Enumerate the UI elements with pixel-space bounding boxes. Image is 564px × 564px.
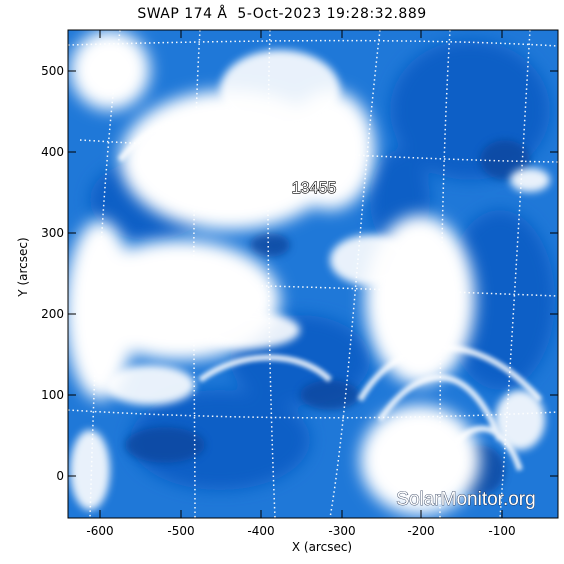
y-tick-label: 0 (56, 469, 64, 483)
x-tick-label: -200 (407, 524, 434, 538)
solar-image (68, 30, 558, 518)
plot-frame (67, 29, 559, 519)
x-axis-label: X (arcsec) (291, 540, 353, 554)
x-tick-label: -400 (247, 524, 274, 538)
y-tick-label: 200 (41, 307, 64, 321)
y-axis-ticks (68, 70, 558, 477)
x-axis-ticks (99, 30, 503, 518)
x-tick-label: -600 (86, 524, 113, 538)
y-axis-label: Y (arcsec) (16, 237, 30, 297)
watermark: SolarMonitor.org (396, 489, 535, 510)
x-tick-label: -300 (328, 524, 355, 538)
heliographic-grid (68, 30, 558, 518)
x-tick-label: -500 (167, 524, 194, 538)
y-tick-label: 100 (41, 388, 64, 402)
x-tick-label: -100 (488, 524, 515, 538)
y-tick-label: 400 (41, 145, 64, 159)
y-tick-label: 500 (41, 64, 64, 78)
image-title: SWAP 174 Å 5-Oct-2023 19:28:32.889 (137, 6, 427, 22)
y-tick-label: 300 (41, 226, 64, 240)
active-region-label: 13455 (292, 180, 337, 197)
